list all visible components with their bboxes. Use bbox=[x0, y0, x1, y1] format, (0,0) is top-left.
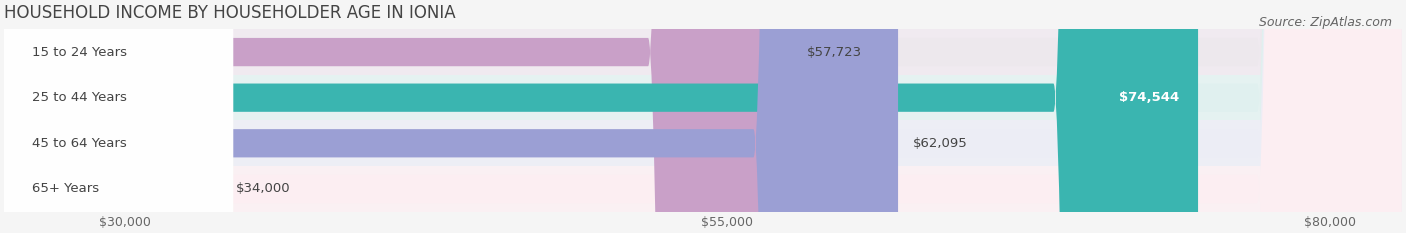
Text: 45 to 64 Years: 45 to 64 Years bbox=[32, 137, 127, 150]
Text: HOUSEHOLD INCOME BY HOUSEHOLDER AGE IN IONIA: HOUSEHOLD INCOME BY HOUSEHOLDER AGE IN I… bbox=[4, 4, 456, 22]
Text: $74,544: $74,544 bbox=[1119, 91, 1178, 104]
FancyBboxPatch shape bbox=[4, 0, 233, 233]
FancyBboxPatch shape bbox=[4, 0, 233, 233]
FancyBboxPatch shape bbox=[4, 0, 233, 233]
Text: 25 to 44 Years: 25 to 44 Years bbox=[32, 91, 127, 104]
Text: $57,723: $57,723 bbox=[807, 46, 862, 58]
FancyBboxPatch shape bbox=[4, 120, 1402, 166]
FancyBboxPatch shape bbox=[4, 0, 1402, 233]
Text: 65+ Years: 65+ Years bbox=[32, 182, 98, 195]
FancyBboxPatch shape bbox=[4, 0, 1198, 233]
FancyBboxPatch shape bbox=[4, 0, 221, 233]
FancyBboxPatch shape bbox=[4, 75, 1402, 120]
FancyBboxPatch shape bbox=[4, 166, 1402, 212]
FancyBboxPatch shape bbox=[4, 0, 1402, 233]
Text: $34,000: $34,000 bbox=[235, 182, 290, 195]
Text: $62,095: $62,095 bbox=[912, 137, 967, 150]
Text: Source: ZipAtlas.com: Source: ZipAtlas.com bbox=[1258, 16, 1392, 29]
FancyBboxPatch shape bbox=[4, 0, 233, 233]
FancyBboxPatch shape bbox=[4, 0, 1402, 233]
FancyBboxPatch shape bbox=[4, 0, 1402, 233]
Text: 15 to 24 Years: 15 to 24 Years bbox=[32, 46, 127, 58]
FancyBboxPatch shape bbox=[4, 29, 1402, 75]
FancyBboxPatch shape bbox=[4, 0, 793, 233]
FancyBboxPatch shape bbox=[4, 0, 898, 233]
